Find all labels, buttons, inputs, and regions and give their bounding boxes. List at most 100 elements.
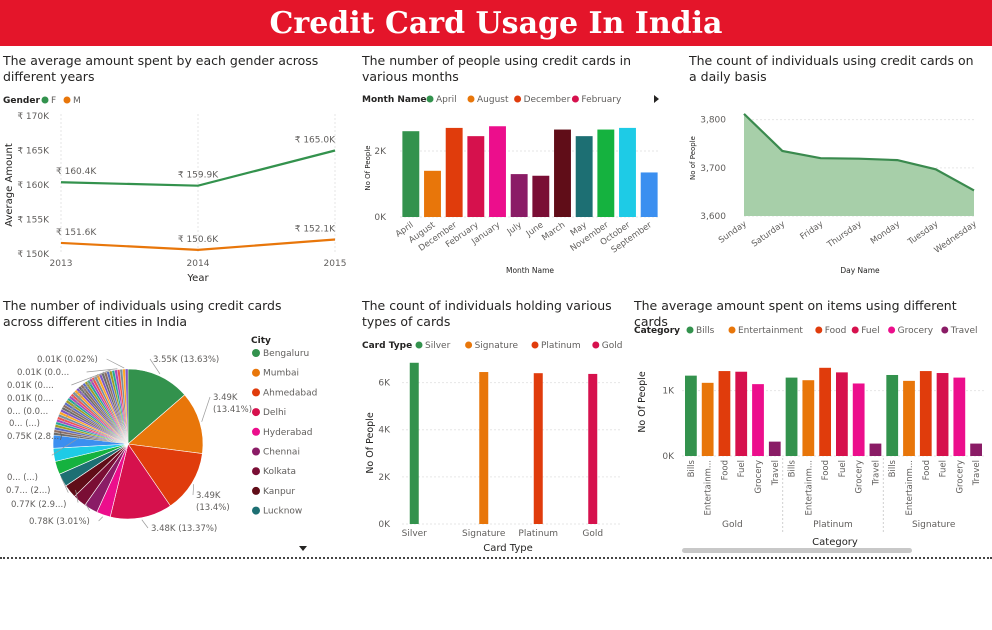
pie-slice-mumbai [127, 394, 204, 454]
bar-december [445, 127, 463, 217]
legend-marker [252, 486, 260, 495]
leader-line [141, 519, 149, 529]
x-tick-label: 2015 [324, 259, 347, 269]
chart-title: The number of people using credit cards … [362, 53, 632, 84]
data-label: 0.78K (3.01%) [29, 517, 90, 527]
data-label: 3.49K [196, 491, 221, 501]
leader-line [192, 484, 195, 496]
legend-label: Signature [475, 341, 519, 351]
bar-june [532, 175, 550, 217]
legend-marker [41, 96, 49, 104]
y-axis-label: No Of People [364, 145, 372, 190]
bar-gold [752, 384, 764, 456]
bar-platinum [869, 443, 882, 456]
data-label: ₹ 159.9K [178, 171, 219, 181]
leader-line [75, 489, 79, 503]
legend-label: Hyderabad [263, 428, 313, 438]
data-label: ₹ 152.1K [295, 225, 336, 235]
gender-line-chart: Gender F M ₹ 150K ₹ 155K ₹ 160K ₹ 165K ₹ 170K Av… [3, 96, 347, 284]
y-tick-label: 3,600 [700, 212, 726, 222]
data-label: (13.41%) [213, 405, 252, 415]
group-label: Platinum [813, 520, 853, 530]
legend-label: Silver [425, 341, 451, 351]
legend-marker [815, 326, 823, 334]
bar-signature [903, 380, 915, 456]
y-tick-label: 2K [378, 473, 391, 483]
data-label: 3.55K (13.63%) [153, 355, 219, 365]
x-tick-label: Travel [972, 460, 982, 486]
data-label: (13.4%) [196, 503, 230, 513]
x-tick-label: Grocery [855, 460, 865, 494]
legend-label: Delhi [263, 408, 286, 418]
x-tick-label: Friday [799, 219, 826, 242]
data-label: ₹ 160.4K [56, 167, 97, 177]
legend-marker [252, 447, 260, 456]
legend-label: Food [825, 326, 847, 336]
panel-cardtype-bar: The count of individuals holding various… [362, 298, 632, 556]
x-tick-label: Fuel [939, 460, 949, 477]
leader-line [71, 371, 105, 399]
legend-label: M [73, 96, 81, 106]
legend-label: December [524, 95, 571, 105]
x-tick-label: Tuesday [905, 219, 940, 248]
legend-label: Bengaluru [263, 349, 309, 359]
panel-month-bar: The number of people using credit cards … [362, 53, 672, 283]
legend-label: Gold [602, 341, 623, 351]
y-tick-label: 1K [662, 387, 675, 397]
data-label: 0.01K (0.02%) [37, 355, 98, 365]
pie-slice-delhi [109, 443, 171, 520]
y-tick-label: ₹ 170K [17, 112, 50, 122]
bar-platinum [852, 383, 865, 456]
bar-march [554, 129, 571, 217]
legend-label: Mumbai [263, 369, 299, 379]
x-tick-label: Saturday [750, 219, 787, 249]
legend-label: April [436, 95, 457, 105]
data-label: ₹ 150.6K [178, 235, 219, 245]
bar-signature [479, 372, 489, 524]
leader-line [149, 358, 161, 375]
leader-line [201, 396, 211, 422]
data-label: 0.01K (0.0... [17, 368, 69, 378]
day-area-chart: 3,600 3,700 3,800 No of People Sunday Saturda… [689, 113, 979, 275]
x-tick-label: Food [922, 460, 932, 480]
y-tick-label: 2K [374, 147, 387, 157]
x-tick-label: Bills [687, 459, 697, 477]
x-tick-label: Entertainm... [804, 460, 814, 516]
legend-marker [686, 326, 694, 334]
legend-label: Lucknow [263, 507, 302, 517]
category-bar-chart: Category Bills Entertainment Food Fuel Grocer… [634, 326, 984, 553]
data-label: 0.7... (2...) [6, 486, 50, 496]
legend-marker [252, 427, 260, 436]
legend-marker [252, 368, 260, 377]
bar-november [597, 129, 615, 217]
legend-label: Ahmedabad [263, 388, 317, 398]
legend-marker [592, 341, 600, 349]
data-label: 0.01K (0.... [7, 381, 54, 391]
chart-title: The count of individuals holding various… [362, 298, 612, 329]
y-tick-label: 0K [662, 452, 675, 462]
dashboard-title: Credit Card Usage In India [269, 5, 723, 41]
legend-label: Entertainment [738, 326, 803, 336]
leader-line [60, 476, 69, 493]
x-tick-label: Fuel [838, 460, 848, 477]
legend-marker [426, 95, 434, 103]
x-tick-label: Platinum [518, 529, 558, 539]
y-axis-label: No Of People [365, 412, 376, 473]
chart-title: The number of individuals using credit c… [3, 298, 282, 329]
y-tick-label: 6K [378, 379, 391, 389]
bar-signature [953, 377, 966, 456]
x-tick-label: Monday [869, 219, 902, 246]
dashboard-banner: Credit Card Usage In India [0, 0, 992, 46]
data-label: 0.77K (2.9...) [11, 500, 66, 510]
chart-title: The count of individuals using credit ca… [689, 53, 974, 84]
bar-gold [685, 375, 697, 456]
data-label: 0... (0.0... [7, 407, 48, 417]
data-label: ₹ 165.0K [295, 136, 336, 146]
legend-marker [571, 95, 579, 103]
y-axis-label: No of People [689, 136, 697, 180]
bar-may [575, 136, 593, 217]
legend-marker [252, 506, 260, 515]
y-tick-label: ₹ 165K [17, 147, 50, 157]
panel-category-bar: The average amount spent on items using … [634, 298, 990, 556]
bar-april [402, 131, 420, 217]
